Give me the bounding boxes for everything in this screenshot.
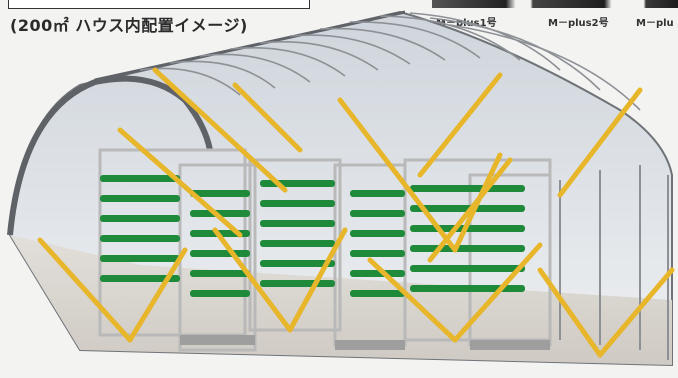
front-arch	[7, 75, 213, 236]
caption-frame	[8, 0, 310, 9]
image-caption: (200㎡ ハウス内配置イメージ)	[10, 16, 248, 35]
model-label-plus2: M－plus2号	[548, 18, 609, 29]
yellow-overlay-lines	[37, 67, 675, 358]
roof-ribs	[139, 12, 641, 111]
rack-frames	[98, 148, 552, 352]
side-posts	[559, 165, 669, 360]
product-photo-strip	[432, 0, 678, 8]
model-label-plus3: M－plu	[636, 18, 674, 29]
rack-bases	[180, 335, 550, 350]
